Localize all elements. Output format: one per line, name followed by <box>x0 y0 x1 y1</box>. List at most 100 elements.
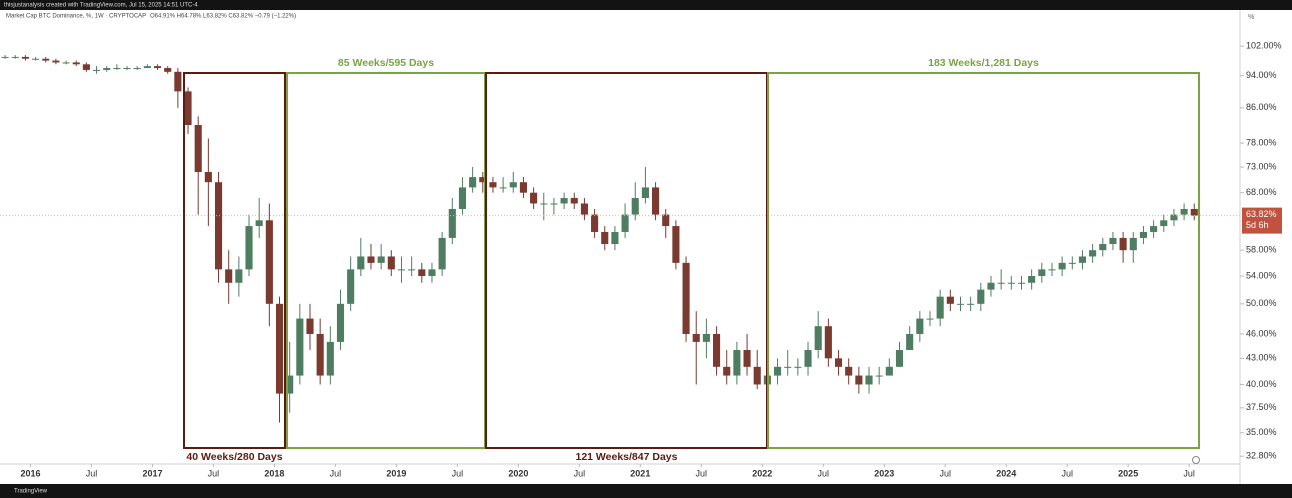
candle-body <box>296 318 304 376</box>
candle-body <box>580 203 588 215</box>
candle-body <box>865 375 873 385</box>
candle-body <box>794 366 802 368</box>
candle-body <box>530 192 538 204</box>
x-tick-label: 2023 <box>874 468 894 478</box>
candle-body <box>540 203 548 205</box>
y-tick-label: 46.00% <box>1246 328 1277 338</box>
candle-body <box>62 62 70 64</box>
annotation-box <box>767 72 1200 449</box>
x-tick-label: 2020 <box>508 468 528 478</box>
x-tick-label: 2016 <box>20 468 40 478</box>
candle-body <box>824 326 832 359</box>
candle-body <box>143 66 151 69</box>
x-tick-label: Jul <box>818 468 830 478</box>
last-price-label: 63.82% <box>1246 209 1277 219</box>
candle-body <box>21 56 29 59</box>
candle-body <box>103 68 111 70</box>
candle-body <box>153 66 162 69</box>
candle-body <box>214 182 223 270</box>
candle-body <box>906 333 914 351</box>
candle-body <box>753 366 761 385</box>
candle-body <box>1068 262 1076 264</box>
header-text: thisjustanalysis created with TradingVie… <box>4 3 198 9</box>
y-tick-label: 50.00% <box>1246 298 1277 308</box>
candle-body <box>997 282 1005 284</box>
x-tick-label: Jul <box>1061 468 1073 478</box>
y-tick-label: 35.00% <box>1246 427 1277 437</box>
candle-body <box>1150 226 1158 232</box>
x-tick-label: 2019 <box>386 468 406 478</box>
candle-body <box>286 375 294 394</box>
candle-body <box>1 56 9 58</box>
candle-body <box>418 269 426 277</box>
candle-body <box>509 182 517 188</box>
annotation-label: 121 Weeks/847 Days <box>576 451 678 463</box>
candle-body <box>926 318 934 320</box>
candle-body <box>570 198 578 204</box>
candle-body <box>1180 208 1188 215</box>
candle-body <box>306 318 314 334</box>
candle-body <box>1129 237 1137 251</box>
candle-body <box>408 269 416 271</box>
candle-body <box>519 182 527 193</box>
candle-body <box>723 366 731 376</box>
candle-body <box>834 358 843 367</box>
candle-body <box>672 226 680 263</box>
chart-title: Market Cap BTC Dominance, %, 1W · CRYPTO… <box>6 14 146 20</box>
candle-body <box>916 318 924 334</box>
candle-body <box>1160 220 1168 227</box>
candle-body <box>1078 256 1087 263</box>
y-tick-label: 73.00% <box>1246 161 1277 171</box>
x-tick-label: 2022 <box>752 468 772 478</box>
candle-body <box>885 366 893 376</box>
x-tick-label: Jul <box>1183 468 1195 478</box>
candle-body <box>611 231 619 244</box>
candle-body <box>977 289 985 304</box>
candle-body <box>469 177 477 188</box>
candle-body <box>72 62 80 65</box>
candle-body <box>591 214 599 232</box>
candle-body <box>733 350 741 376</box>
candle-body <box>397 269 406 271</box>
candle-body <box>1109 237 1117 244</box>
candle-body <box>814 326 822 351</box>
settings-icon[interactable] <box>1192 456 1200 464</box>
x-tick-label: Jul <box>86 468 98 478</box>
y-tick-label: 102.00% <box>1246 41 1282 51</box>
candle-body <box>1028 276 1036 283</box>
last-price-box <box>1242 207 1282 234</box>
candle-body <box>458 187 467 209</box>
candle-body <box>713 333 721 367</box>
candle-body <box>235 269 243 283</box>
candle-body <box>336 303 345 342</box>
candle-body <box>560 198 568 204</box>
candle-body <box>377 256 385 263</box>
candle-body <box>845 366 853 376</box>
candle-body <box>479 177 487 183</box>
candle-body <box>123 68 131 70</box>
candle-body <box>448 208 456 238</box>
candle-body <box>1089 250 1097 257</box>
candle-body <box>93 69 101 71</box>
candle-body <box>967 303 975 305</box>
header-bar <box>0 0 1292 10</box>
footer-logo: TradingView <box>14 489 48 495</box>
candle-body <box>1170 214 1178 221</box>
y-tick-label: 37.50% <box>1246 402 1277 412</box>
y-tick-label: 58.00% <box>1246 245 1277 255</box>
x-tick-label: 2017 <box>142 468 162 478</box>
footer-bar <box>0 484 1292 498</box>
candle-body <box>773 366 782 376</box>
candle-body <box>499 187 507 189</box>
countdown-label: 5d 6h <box>1246 220 1269 230</box>
candle-body <box>1099 243 1107 251</box>
candle-body <box>743 350 751 367</box>
ohlc-text: O64.91% H64.78% L63.82% C63.82% −0.79 (−… <box>150 14 296 20</box>
x-tick-label: 2024 <box>996 468 1016 478</box>
candle-body <box>682 262 690 334</box>
candle-body <box>702 333 710 342</box>
y-tick-label: 94.00% <box>1246 70 1277 80</box>
